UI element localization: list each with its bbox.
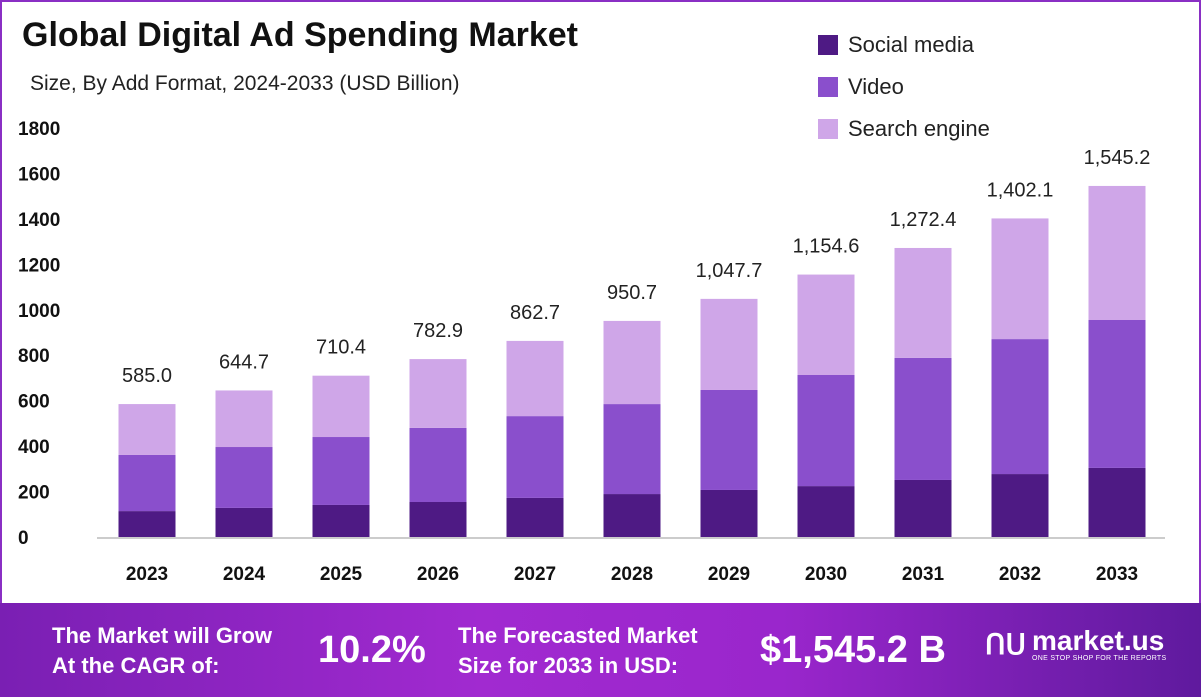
data-label-total: 862.7 xyxy=(510,302,560,324)
bar-segment-social-media xyxy=(603,494,661,537)
x-tick-label: 2025 xyxy=(320,564,363,585)
x-tick-label: 2031 xyxy=(902,564,945,585)
legend-swatch xyxy=(818,119,838,139)
forecast-label-line2: Size for 2033 in USD: xyxy=(458,653,679,678)
legend-item-search-engine: Search engine xyxy=(818,108,990,150)
bar-chart: 0 200 400 600 800 1000 1200 1400 1600 1800 585.0 20… xyxy=(18,119,1165,585)
bar-segment-search-engine xyxy=(312,375,370,438)
data-label-total: 950.7 xyxy=(607,282,657,304)
bar-segment-video xyxy=(797,374,855,487)
cagr-label-line1: The Market will Grow xyxy=(52,623,273,648)
bar-segment-video xyxy=(603,404,661,495)
logo-text: market.us xyxy=(1032,625,1165,656)
bar-segment-search-engine xyxy=(506,340,564,417)
forecast-label: The Forecasted Market Size for 2033 in U… xyxy=(458,621,698,681)
legend-label: Social media xyxy=(848,32,974,57)
bar-segment-search-engine xyxy=(894,247,952,358)
x-tick-label: 2024 xyxy=(223,564,266,585)
market-us-logo: ՈՍ market.us ONE STOP SHOP FOR THE REPOR… xyxy=(985,625,1167,663)
chart-title: Global Digital Ad Spending Market xyxy=(22,16,579,54)
bar-segment-search-engine xyxy=(603,320,661,405)
data-label-total: 1,402.1 xyxy=(987,179,1054,201)
data-label-total: 644.7 xyxy=(219,351,269,373)
cagr-label-line2: At the CAGR of: xyxy=(52,653,220,678)
footer-banner: The Market will Grow At the CAGR of: 10.… xyxy=(0,603,1201,697)
legend-item-social-media: Social media xyxy=(818,24,990,66)
x-tick-label: 2027 xyxy=(514,564,556,585)
bar-segment-search-engine xyxy=(991,218,1049,340)
legend-swatch xyxy=(818,77,838,97)
bar-segment-search-engine xyxy=(409,359,467,428)
forecast-value: $1,545.2 B xyxy=(760,629,946,671)
x-tick-label: 2032 xyxy=(999,564,1041,585)
x-tick-label: 2030 xyxy=(805,564,847,585)
y-tick-label: 800 xyxy=(18,346,50,367)
y-tick-label: 200 xyxy=(18,483,50,504)
legend-item-video: Video xyxy=(818,66,990,108)
y-tick-label: 600 xyxy=(18,392,50,413)
data-label-total: 710.4 xyxy=(316,337,366,359)
data-label-total: 1,154.6 xyxy=(793,236,860,258)
data-label-total: 585.0 xyxy=(122,365,172,387)
y-tick-label: 400 xyxy=(18,437,50,458)
bar-segment-video xyxy=(991,339,1049,475)
bar-segment-video xyxy=(215,447,273,508)
bar-segment-social-media xyxy=(118,511,176,537)
y-tick-label: 1000 xyxy=(18,301,60,322)
bar-segment-search-engine xyxy=(797,274,855,375)
bar-segment-social-media xyxy=(215,507,273,537)
x-tick-label: 2028 xyxy=(611,564,653,585)
bar-segment-social-media xyxy=(991,474,1049,537)
bar-segment-video xyxy=(118,454,176,512)
legend-swatch xyxy=(818,35,838,55)
bar-segment-video xyxy=(506,416,564,498)
bar-segment-video xyxy=(700,389,758,490)
data-label-total: 1,545.2 xyxy=(1084,147,1151,169)
y-tick-label: 1600 xyxy=(18,164,60,185)
bar-segment-video xyxy=(409,427,467,503)
bar-segment-social-media xyxy=(506,497,564,537)
y-tick-label: 0 xyxy=(18,528,29,549)
bar-segment-search-engine xyxy=(700,298,758,390)
bar-segment-social-media xyxy=(700,489,758,537)
data-label-total: 782.9 xyxy=(413,320,463,342)
bar-segment-search-engine xyxy=(118,404,176,455)
forecast-label-line1: The Forecasted Market xyxy=(458,623,698,648)
bar-segment-video xyxy=(312,437,370,505)
logo-tagline: ONE STOP SHOP FOR THE REPORTS xyxy=(1032,655,1167,662)
legend-label: Search engine xyxy=(848,116,990,141)
bar-segment-social-media xyxy=(312,504,370,537)
y-tick-label: 1800 xyxy=(18,119,60,140)
data-label-total: 1,047.7 xyxy=(696,260,763,282)
x-tick-label: 2023 xyxy=(126,564,168,585)
x-tick-label: 2033 xyxy=(1096,564,1138,585)
x-tick-label: 2026 xyxy=(417,564,459,585)
data-label-total: 1,272.4 xyxy=(890,209,957,231)
logo-icon: ՈՍ xyxy=(985,629,1026,660)
bar-segment-social-media xyxy=(409,502,467,537)
bar-segment-video xyxy=(1088,320,1146,468)
legend-label: Video xyxy=(848,74,904,99)
bar-segment-search-engine xyxy=(1088,185,1146,321)
y-tick-label: 1200 xyxy=(18,255,60,276)
bar-segment-social-media xyxy=(1088,467,1146,537)
legend: Social media Video Search engine xyxy=(818,24,990,150)
bar-segment-search-engine xyxy=(215,390,273,448)
chart-subtitle: Size, By Add Format, 2024-2033 (USD Bill… xyxy=(30,72,460,95)
bar-segment-social-media xyxy=(797,486,855,537)
cagr-value: 10.2% xyxy=(318,629,426,671)
cagr-label: The Market will Grow At the CAGR of: xyxy=(52,621,272,681)
y-tick-label: 1400 xyxy=(18,210,60,231)
bar-segment-social-media xyxy=(894,479,952,537)
bar-segment-video xyxy=(894,357,952,480)
x-tick-label: 2029 xyxy=(708,564,750,585)
